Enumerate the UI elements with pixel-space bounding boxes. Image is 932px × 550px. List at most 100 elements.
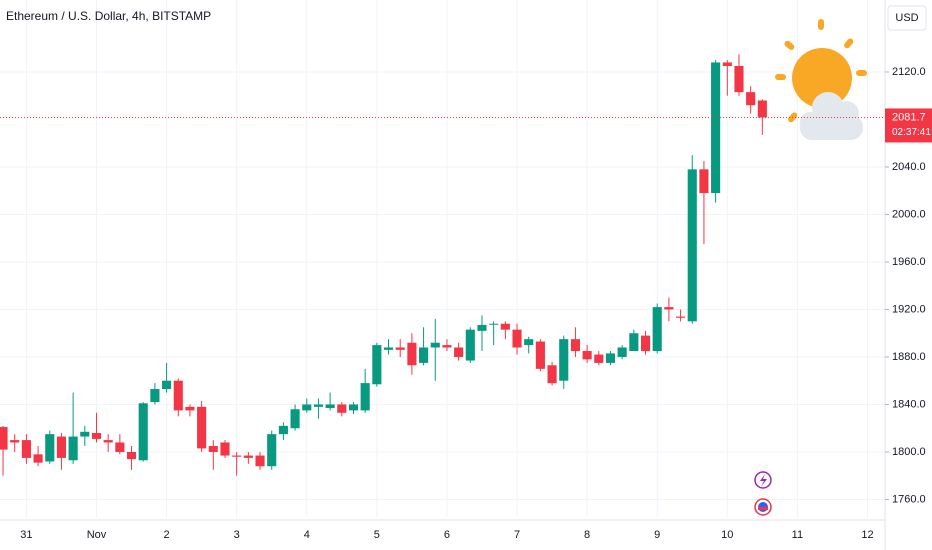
candle xyxy=(711,60,721,203)
x-tick-label: 4 xyxy=(304,529,310,541)
candle-body xyxy=(664,307,674,310)
candle-body xyxy=(454,347,464,357)
candle xyxy=(395,339,405,357)
candle-body xyxy=(699,169,709,194)
candle-body xyxy=(313,404,323,407)
candle-body xyxy=(91,432,102,439)
candle-body xyxy=(372,345,382,385)
candle-body xyxy=(138,403,148,461)
candle xyxy=(465,327,475,363)
last-price-box xyxy=(885,108,932,143)
currency-button[interactable] xyxy=(887,5,927,31)
candle-body xyxy=(0,427,8,450)
candle xyxy=(313,398,323,419)
x-tick-label: 6 xyxy=(444,529,450,541)
candle xyxy=(664,297,674,322)
candle xyxy=(489,321,499,346)
candle xyxy=(80,425,90,447)
candle xyxy=(582,345,592,363)
candle xyxy=(278,422,288,441)
candle-body xyxy=(395,347,405,350)
candle xyxy=(138,402,148,462)
candle xyxy=(10,434,20,452)
x-tick-label: 5 xyxy=(374,529,380,541)
candle xyxy=(255,451,265,470)
candle xyxy=(162,362,172,393)
candle xyxy=(21,434,31,464)
chart-title: Ethereum / U.S. Dollar, 4h, BITSTAMP xyxy=(6,9,211,23)
candle xyxy=(383,339,394,355)
candle-body xyxy=(278,425,288,435)
candle xyxy=(640,330,651,355)
candle-body xyxy=(302,404,312,411)
candle-body xyxy=(348,404,359,411)
candle xyxy=(535,339,545,372)
candle-body xyxy=(676,316,686,318)
x-tick-label: 8 xyxy=(584,529,590,541)
candle xyxy=(243,451,253,464)
candle-body xyxy=(605,353,616,363)
x-tick-label: 2 xyxy=(164,529,170,541)
candle-body xyxy=(617,347,627,357)
event-icons xyxy=(754,471,772,516)
candle xyxy=(325,392,335,411)
candle-body xyxy=(640,335,651,352)
candle xyxy=(220,440,230,458)
y-tick-label: 1960.0 xyxy=(892,256,926,268)
candle xyxy=(722,60,732,96)
candle-body xyxy=(103,440,113,443)
candle-body xyxy=(56,436,67,458)
candle-body xyxy=(150,389,160,403)
y-tick-label: 1800.0 xyxy=(892,446,926,458)
candle xyxy=(33,446,43,467)
candle xyxy=(617,345,627,360)
candle xyxy=(419,327,429,366)
y-tick-label: 2000.0 xyxy=(892,208,926,220)
candle xyxy=(629,329,639,352)
candle xyxy=(267,430,277,470)
candle xyxy=(56,432,67,470)
candle xyxy=(454,342,464,361)
candle-body xyxy=(197,406,207,449)
candle-body xyxy=(337,404,347,413)
candle-body xyxy=(582,351,592,360)
candle-body xyxy=(570,339,580,352)
candle-body xyxy=(442,345,452,348)
candle xyxy=(442,339,452,352)
candle xyxy=(0,425,8,476)
candle xyxy=(512,323,522,355)
candle-body xyxy=(267,434,277,467)
x-tick-label: 9 xyxy=(654,529,660,541)
candle-body xyxy=(711,62,721,194)
candle xyxy=(372,342,382,387)
candle-body xyxy=(547,365,557,384)
y-tick-label: 1760.0 xyxy=(892,493,926,505)
grid xyxy=(0,0,885,518)
candle xyxy=(652,303,662,354)
candle xyxy=(746,86,756,114)
x-tick-label: Nov xyxy=(87,529,107,541)
candle-body xyxy=(559,339,569,381)
candle-body xyxy=(255,455,265,467)
y-tick-label: 2120.0 xyxy=(892,66,926,78)
candle-body xyxy=(500,323,510,330)
y-tick-label: 1880.0 xyxy=(892,351,926,363)
candle-body xyxy=(10,440,20,443)
candle-body xyxy=(208,446,218,452)
candle xyxy=(68,392,78,464)
x-tick-label: 3 xyxy=(234,529,240,541)
candle xyxy=(91,412,102,443)
candle xyxy=(197,400,207,452)
candle-body xyxy=(419,347,429,363)
candle xyxy=(687,155,697,324)
candle-body xyxy=(465,329,475,361)
candle xyxy=(594,351,604,366)
y-tick-label: 2040.0 xyxy=(892,161,926,173)
weather-icon xyxy=(775,19,867,140)
y-tick-label: 1840.0 xyxy=(892,398,926,410)
candle xyxy=(115,434,125,455)
candle-body xyxy=(68,436,78,461)
candle-body xyxy=(21,440,31,458)
